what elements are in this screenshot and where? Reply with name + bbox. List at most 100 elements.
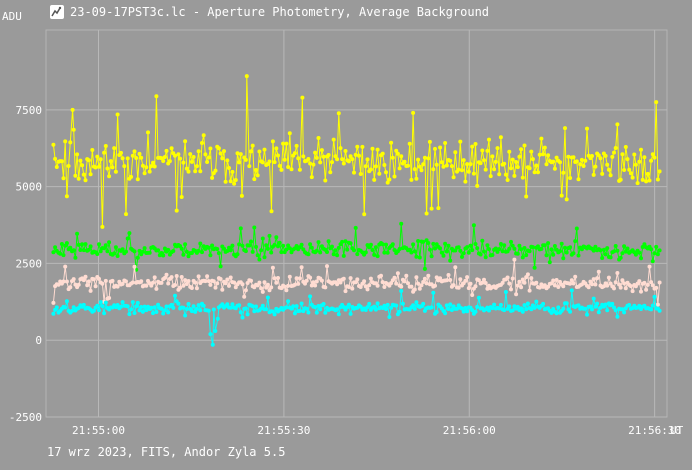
data-point <box>308 242 313 247</box>
data-point <box>318 160 323 165</box>
data-point <box>196 149 201 154</box>
data-point <box>363 250 368 255</box>
footer-info: 17 wrz 2023, FITS, Andor Zyla 5.5 <box>47 445 286 459</box>
data-point <box>215 247 220 251</box>
data-point <box>503 290 508 294</box>
data-point <box>522 303 527 308</box>
data-point <box>81 172 86 177</box>
data-point <box>83 242 88 247</box>
data-point <box>73 173 78 178</box>
data-point <box>382 285 387 289</box>
data-point <box>152 275 157 280</box>
data-point <box>281 141 286 146</box>
data-point <box>64 194 69 199</box>
data-point <box>142 171 147 176</box>
data-point <box>414 176 419 181</box>
data-point <box>519 306 524 311</box>
data-point <box>277 163 282 168</box>
data-point <box>507 149 512 154</box>
data-point <box>443 141 448 145</box>
data-point <box>357 153 361 158</box>
data-point <box>412 306 417 311</box>
data-point <box>384 170 388 175</box>
data-point <box>267 159 272 164</box>
data-point <box>265 282 270 287</box>
data-point <box>162 308 167 313</box>
data-point <box>532 305 537 310</box>
data-point <box>552 244 557 248</box>
data-point <box>559 241 564 246</box>
data-point <box>400 301 405 306</box>
data-point <box>630 175 635 180</box>
data-point <box>466 286 471 291</box>
data-point <box>120 300 125 305</box>
data-point <box>576 253 581 258</box>
data-point <box>113 169 118 174</box>
data-point <box>348 241 353 246</box>
data-point <box>507 246 512 251</box>
data-point <box>335 253 340 258</box>
data-point <box>390 242 395 247</box>
data-point <box>294 276 299 281</box>
data-point <box>620 278 625 283</box>
data-point <box>399 289 404 293</box>
data-point <box>490 154 495 159</box>
data-point <box>409 250 414 255</box>
data-point <box>532 170 537 175</box>
data-point <box>218 277 223 281</box>
data-point <box>571 155 576 160</box>
data-point <box>402 159 407 164</box>
data-point <box>466 169 471 174</box>
data-point <box>237 160 242 165</box>
data-point <box>517 279 522 284</box>
data-point <box>536 170 540 175</box>
data-point <box>655 302 660 307</box>
data-point <box>509 287 513 292</box>
data-point <box>406 281 410 286</box>
data-point <box>618 255 623 260</box>
data-point <box>382 303 387 308</box>
data-point <box>519 247 524 252</box>
data-point <box>475 304 480 309</box>
data-point <box>476 278 481 283</box>
data-point <box>549 310 554 315</box>
data-point <box>365 287 370 292</box>
data-point <box>272 276 277 281</box>
data-point <box>473 309 478 314</box>
data-point <box>585 312 589 317</box>
data-point <box>260 236 265 241</box>
data-point <box>243 157 248 162</box>
data-point <box>336 111 341 116</box>
data-point <box>230 302 235 307</box>
data-point <box>448 302 453 307</box>
data-point <box>647 178 652 183</box>
data-point <box>137 151 142 156</box>
data-point <box>124 279 128 284</box>
data-point <box>318 250 323 255</box>
data-point <box>270 309 275 314</box>
data-point <box>51 142 56 147</box>
y-axis-label: ADU <box>2 10 22 23</box>
data-point <box>505 275 510 280</box>
data-point <box>390 155 395 160</box>
data-point <box>603 302 608 307</box>
data-point <box>544 253 549 258</box>
data-point <box>639 147 643 152</box>
data-point <box>404 273 409 278</box>
data-point <box>419 283 424 288</box>
data-point <box>493 159 498 164</box>
data-point <box>615 314 620 319</box>
data-point <box>561 256 566 261</box>
data-point <box>365 157 370 162</box>
data-point <box>606 275 611 280</box>
data-point <box>362 212 367 217</box>
data-point <box>598 156 603 161</box>
data-point <box>58 251 63 256</box>
data-point <box>650 152 655 157</box>
data-point <box>178 156 183 161</box>
data-point <box>119 150 123 155</box>
data-point <box>86 158 91 163</box>
data-point <box>232 280 237 285</box>
data-point <box>579 157 584 162</box>
data-point <box>70 308 74 313</box>
